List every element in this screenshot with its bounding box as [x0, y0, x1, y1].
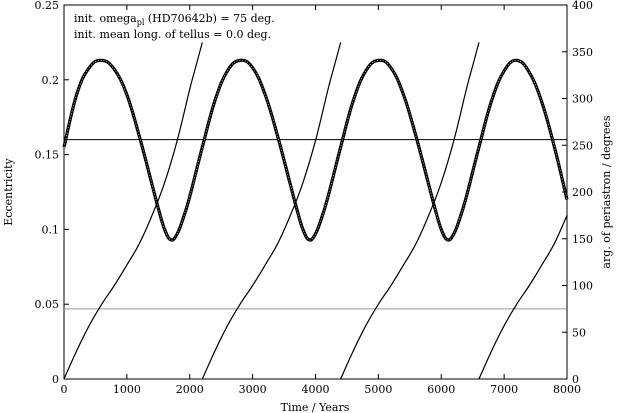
y-right-tick-label: 50 — [572, 326, 586, 339]
periastron-series-line — [478, 215, 568, 380]
annotation-omega: init. omegapl (HD70642b) = 75 deg. — [74, 12, 275, 27]
y-left-tick-label: 0.25 — [35, 0, 60, 12]
y-left-axis-title: Eccentricity — [2, 157, 15, 225]
annotation-omega-subscript: pl — [137, 18, 145, 27]
x-tick-label: 0 — [61, 383, 68, 396]
x-tick-label: 3000 — [239, 383, 267, 396]
annotation-omega-prefix: init. omega — [74, 12, 137, 25]
x-tick-label: 7000 — [490, 383, 518, 396]
annotation-tellus: init. mean long. of tellus = 0.0 deg. — [74, 28, 271, 41]
y-right-tick-label: 400 — [572, 0, 593, 12]
eccentricity-series-line — [62, 58, 569, 242]
x-tick-label: 8000 — [553, 383, 581, 396]
x-tick-label: 6000 — [427, 383, 455, 396]
y-right-tick-label: 150 — [572, 233, 593, 246]
y-right-axis-title: arg. of periastron / degrees — [600, 115, 613, 269]
y-right-tick-label: 100 — [572, 280, 593, 293]
y-left-tick-label: 0.05 — [35, 298, 60, 311]
plot-frame — [63, 4, 568, 380]
y-right-tick-label: 200 — [572, 186, 593, 199]
x-tick-label: 4000 — [302, 383, 330, 396]
y-right-tick-label: 250 — [572, 139, 593, 152]
x-axis-title: Time / Years — [281, 401, 350, 413]
reference-lines — [64, 139, 567, 310]
x-tick-label: 1000 — [113, 383, 141, 396]
y-left-tick-label: 0.2 — [42, 74, 60, 87]
y-left-tick-label: 0.1 — [42, 223, 60, 236]
periastron-series-line — [63, 42, 203, 380]
y-left-tick-label: 0 — [52, 373, 59, 386]
y-left-tick-label: 0.15 — [35, 149, 60, 162]
y-right-tick-label: 0 — [572, 373, 579, 386]
x-tick-label: 2000 — [176, 383, 204, 396]
periastron-series-line — [340, 42, 480, 380]
periastron-series-line — [201, 42, 342, 380]
y-right-tick-label: 300 — [572, 93, 593, 106]
y-right-tick-label: 350 — [572, 46, 593, 59]
x-tick-label: 5000 — [364, 383, 392, 396]
data-series — [62, 42, 569, 380]
axis-ticks: 0 1000 2000 3000 4000 5000 6000 7000 800000.050.… — [35, 0, 594, 396]
annotation-omega-suffix: (HD70642b) = 75 deg. — [144, 12, 274, 25]
eccentricity-series-texture — [63, 59, 568, 241]
